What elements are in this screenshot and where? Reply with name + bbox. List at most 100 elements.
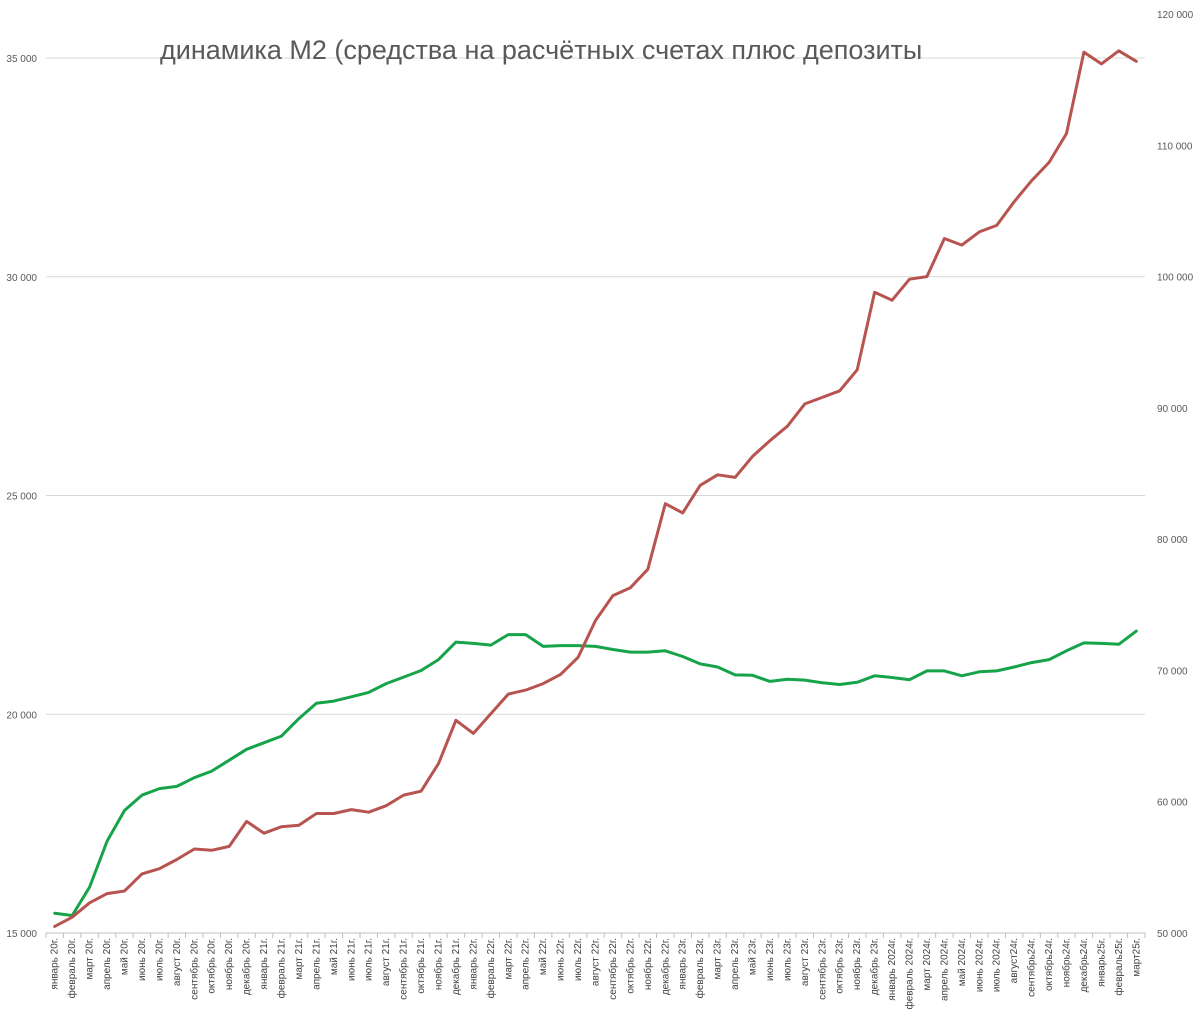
data-point-red — [402, 794, 405, 796]
data-point-red — [838, 390, 841, 392]
x-category-label: февраль 21г. — [276, 938, 288, 998]
x-category-label: май 20г. — [120, 938, 131, 975]
data-point-red — [1100, 63, 1103, 65]
data-point-green — [594, 645, 597, 648]
x-category-label: май 2024г. — [957, 938, 968, 986]
x-category-label: октябрь 20г. — [206, 938, 218, 994]
data-point-red — [245, 820, 248, 823]
data-point-red — [1083, 51, 1085, 53]
data-point-red — [106, 892, 108, 895]
data-point-red — [158, 867, 161, 870]
data-point-green — [420, 669, 422, 672]
data-point-red — [88, 902, 91, 904]
data-point-red — [786, 425, 789, 428]
x-category-label: сентябрь 21г. — [398, 938, 410, 1000]
data-point-red — [856, 369, 858, 371]
data-point-green — [804, 679, 806, 681]
x-category-label: февраль25г. — [1113, 938, 1125, 996]
data-point-red — [978, 231, 981, 233]
x-category-label: октябрь24г. — [1043, 938, 1055, 991]
x-category-label: декабрь24г. — [1078, 938, 1090, 992]
data-point-green — [891, 676, 893, 679]
x-category-label: октябрь 22г. — [624, 938, 636, 994]
data-point-red — [769, 439, 771, 442]
data-point-green — [542, 645, 544, 648]
x-category-label: июнь 22г. — [556, 938, 567, 981]
data-point-red — [1135, 60, 1138, 63]
data-point-green — [210, 770, 213, 772]
x-category-label: август 21г. — [381, 938, 392, 986]
data-point-green — [123, 809, 126, 812]
data-point-green — [1100, 642, 1103, 645]
x-category-label: март 2024г. — [922, 938, 933, 991]
y-right-tick-label: 80 000 — [1157, 535, 1188, 546]
data-point-green — [333, 700, 335, 702]
x-category-label: ноябрь 20г. — [223, 938, 235, 990]
data-point-red — [280, 825, 283, 828]
data-point-red — [926, 275, 928, 278]
data-point-green — [873, 675, 876, 677]
data-point-red — [367, 811, 370, 813]
data-point-red — [1013, 200, 1015, 203]
x-category-label: июнь 23г. — [765, 938, 776, 981]
data-point-green — [716, 666, 719, 668]
chart-title: динамика М2 (средства на расчётных счета… — [160, 35, 922, 65]
data-point-green — [507, 633, 510, 636]
x-category-label: ноябрь 22г. — [642, 938, 654, 990]
data-point-red — [594, 619, 597, 622]
data-point-green — [856, 681, 858, 684]
x-category-label: май 21г. — [329, 938, 340, 975]
x-category-label: март 22г. — [503, 938, 514, 979]
x-category-label: август24г. — [1009, 938, 1020, 983]
x-category-label: январь 2024г. — [887, 938, 898, 1001]
data-point-green — [647, 651, 649, 653]
data-point-red — [559, 673, 562, 676]
x-category-label: май 23г. — [748, 938, 759, 975]
x-category-label: ноябрь 21г. — [433, 938, 445, 990]
y-left-tick-label: 35 000 — [6, 54, 37, 65]
data-point-green — [53, 912, 56, 915]
y-right-tick-label: 50 000 — [1157, 929, 1188, 940]
data-point-red — [176, 858, 178, 861]
data-point-red — [53, 925, 56, 928]
data-point-green — [961, 675, 963, 677]
data-point-red — [385, 804, 388, 807]
x-category-label: декабрь 21г. — [450, 938, 462, 995]
data-point-red — [1048, 161, 1050, 164]
data-point-green — [577, 644, 579, 647]
data-point-green — [490, 644, 492, 646]
data-point-green — [664, 650, 667, 652]
data-point-red — [542, 682, 544, 685]
tick-labels: 15 000 20 000 25 000 30 000 35 000 50 000 60 0… — [6, 10, 1193, 1010]
data-point-red — [821, 396, 824, 399]
x-category-label: март25г. — [1131, 938, 1142, 977]
y-right-tick-label: 70 000 — [1157, 666, 1188, 677]
y-left-tick-label: 15 000 — [6, 929, 37, 940]
data-point-green — [908, 678, 911, 681]
x-category-label: август 20г. — [172, 938, 183, 986]
data-point-green — [1135, 630, 1138, 632]
y-right-tick-label: 60 000 — [1157, 798, 1188, 809]
y-left-tick-label: 30 000 — [6, 273, 37, 284]
data-point-green — [559, 644, 562, 647]
data-point-green — [995, 670, 998, 672]
x-category-label: ноябрь 23г. — [851, 938, 863, 990]
x-category-label: декабрь 23г. — [869, 938, 881, 995]
data-point-green — [228, 759, 230, 761]
data-point-red — [716, 474, 719, 476]
data-point-green — [263, 741, 265, 744]
x-category-label: сентябрь 22г. — [607, 938, 619, 1000]
data-point-green — [821, 682, 824, 684]
data-point-red — [873, 291, 876, 294]
data-point-red — [210, 849, 213, 852]
data-point-red — [734, 476, 736, 479]
x-category-label: август 22г. — [591, 938, 602, 986]
data-point-red — [681, 512, 684, 514]
data-point-green — [437, 658, 440, 661]
x-category-label: сентябрь 20г. — [188, 938, 200, 1000]
x-category-label: январь 23г. — [678, 938, 689, 990]
data-point-green — [245, 748, 248, 751]
data-point-red — [507, 693, 510, 695]
